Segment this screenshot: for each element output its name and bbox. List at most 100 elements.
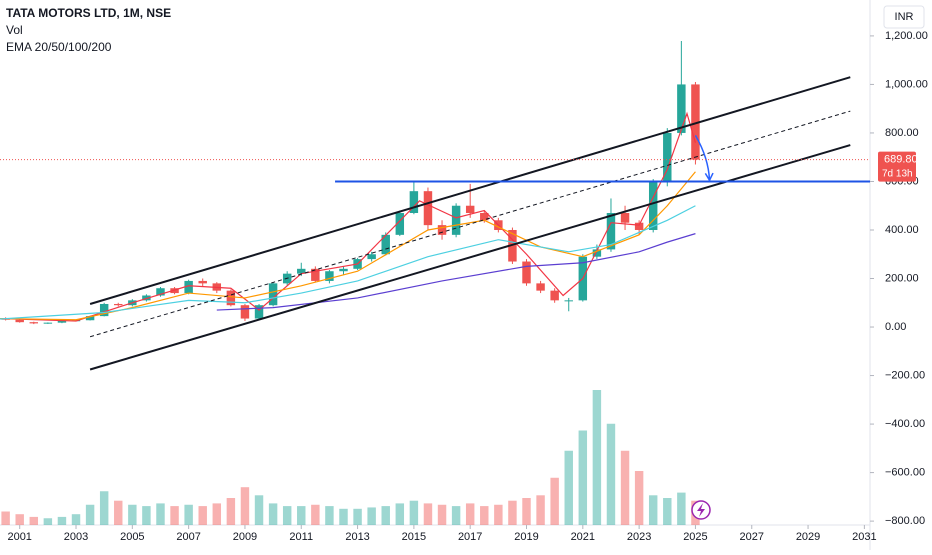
- y-tick-label: −200.00: [885, 369, 925, 381]
- volume-bar: [381, 506, 390, 525]
- volume-bar: [297, 506, 306, 525]
- volume-bar: [480, 506, 489, 525]
- candle-body: [156, 288, 165, 296]
- volume-bar: [578, 430, 588, 525]
- volume-bar: [198, 506, 207, 525]
- volume-bar: [606, 423, 616, 525]
- events-icon-bolt: [697, 503, 705, 517]
- volume-bar: [240, 487, 250, 525]
- volume-bar: [508, 500, 517, 525]
- candle-body: [536, 283, 545, 291]
- candle-body: [564, 300, 573, 302]
- y-tick-label: 200.00: [885, 272, 919, 284]
- arrow: [694, 134, 711, 181]
- y-tick-label: −600.00: [885, 467, 925, 479]
- candle-body: [15, 319, 24, 323]
- volume-bar: [29, 516, 39, 525]
- candle-body: [43, 322, 53, 324]
- countdown: 7d 13h: [882, 168, 913, 179]
- volume-bar: [564, 450, 573, 525]
- volume-bar: [522, 498, 531, 525]
- volume-bar: [114, 500, 123, 525]
- x-tick-label: 2031: [852, 531, 876, 543]
- x-tick-label: 2015: [402, 531, 426, 543]
- volume-bar: [15, 514, 24, 525]
- volume-bar: [663, 498, 672, 525]
- candle-body: [297, 268, 306, 274]
- candle-body: [663, 132, 672, 182]
- volume-bar: [268, 503, 278, 525]
- volume-bar: [339, 508, 348, 525]
- volume-bar: [170, 506, 179, 525]
- ema-line: [216, 233, 696, 311]
- candle-body: [57, 320, 67, 323]
- volume-bar: [592, 390, 602, 525]
- candle-body: [691, 84, 700, 160]
- candle-body: [198, 280, 207, 284]
- candle-body: [465, 205, 475, 214]
- ema-label: EMA 20/50/100/200: [6, 40, 112, 54]
- candle-body: [240, 305, 250, 319]
- candle-body: [592, 249, 602, 257]
- drawings: [89, 76, 870, 371]
- volume-bar: [353, 508, 362, 525]
- x-tick-label: 2007: [176, 531, 200, 543]
- candles: [1, 41, 700, 325]
- candle-body: [311, 268, 320, 281]
- volume-bar: [184, 504, 193, 525]
- volume-label: Vol: [6, 23, 23, 37]
- volume-bar: [423, 503, 433, 525]
- volume-bar: [99, 491, 109, 525]
- volume-bar: [226, 498, 236, 525]
- candle-body: [29, 322, 39, 324]
- y-tick-label: 0.00: [885, 321, 906, 333]
- volume-bar: [409, 500, 419, 525]
- candle-body: [480, 213, 489, 221]
- y-tick-label: 1,000.00: [885, 78, 928, 90]
- last-price-box: [878, 151, 916, 182]
- candle-body: [268, 283, 278, 306]
- y-tick-label: −800.00: [885, 515, 925, 527]
- candle-body: [367, 254, 376, 260]
- volume-bar: [451, 506, 461, 525]
- arrow-head: [704, 172, 714, 182]
- candle-body: [423, 191, 433, 226]
- volume-bar: [367, 507, 376, 525]
- volume-bar: [1, 511, 10, 525]
- volume-bar: [465, 503, 475, 525]
- ema-line: [0, 205, 696, 320]
- candle-body: [620, 213, 630, 223]
- x-tick-label: 2025: [683, 531, 707, 543]
- x-tick-label: 2001: [7, 531, 31, 543]
- candle-body: [395, 213, 405, 235]
- volume-bar: [43, 518, 53, 525]
- last-price: 689.80: [884, 154, 918, 166]
- volume-bar: [634, 471, 644, 525]
- candle-body: [99, 303, 109, 317]
- volume-bar: [142, 506, 151, 525]
- x-tick-label: 2013: [345, 531, 369, 543]
- x-tick-label: 2029: [796, 531, 820, 543]
- ema-line: [0, 111, 697, 322]
- x-tick-label: 2005: [120, 531, 144, 543]
- volume-bar: [395, 503, 405, 525]
- volume-bar: [677, 492, 686, 525]
- trend-line: [89, 76, 851, 305]
- candle-body: [409, 191, 419, 214]
- currency-box[interactable]: [883, 5, 925, 29]
- candle-body: [522, 261, 531, 284]
- ema-line: [0, 171, 696, 321]
- candle-body: [550, 290, 559, 301]
- candle-body: [381, 234, 390, 255]
- channel-median: [89, 110, 851, 338]
- candle-body: [648, 181, 658, 230]
- currency[interactable]: INR: [895, 11, 914, 23]
- volume-bar: [128, 504, 137, 525]
- chart-title: TATA MOTORS LTD, 1M, NSE: [6, 6, 171, 20]
- x-tick-label: 2023: [627, 531, 651, 543]
- plot: [0, 41, 870, 525]
- candle-body: [677, 84, 686, 133]
- x-tick-label: 2003: [64, 531, 88, 543]
